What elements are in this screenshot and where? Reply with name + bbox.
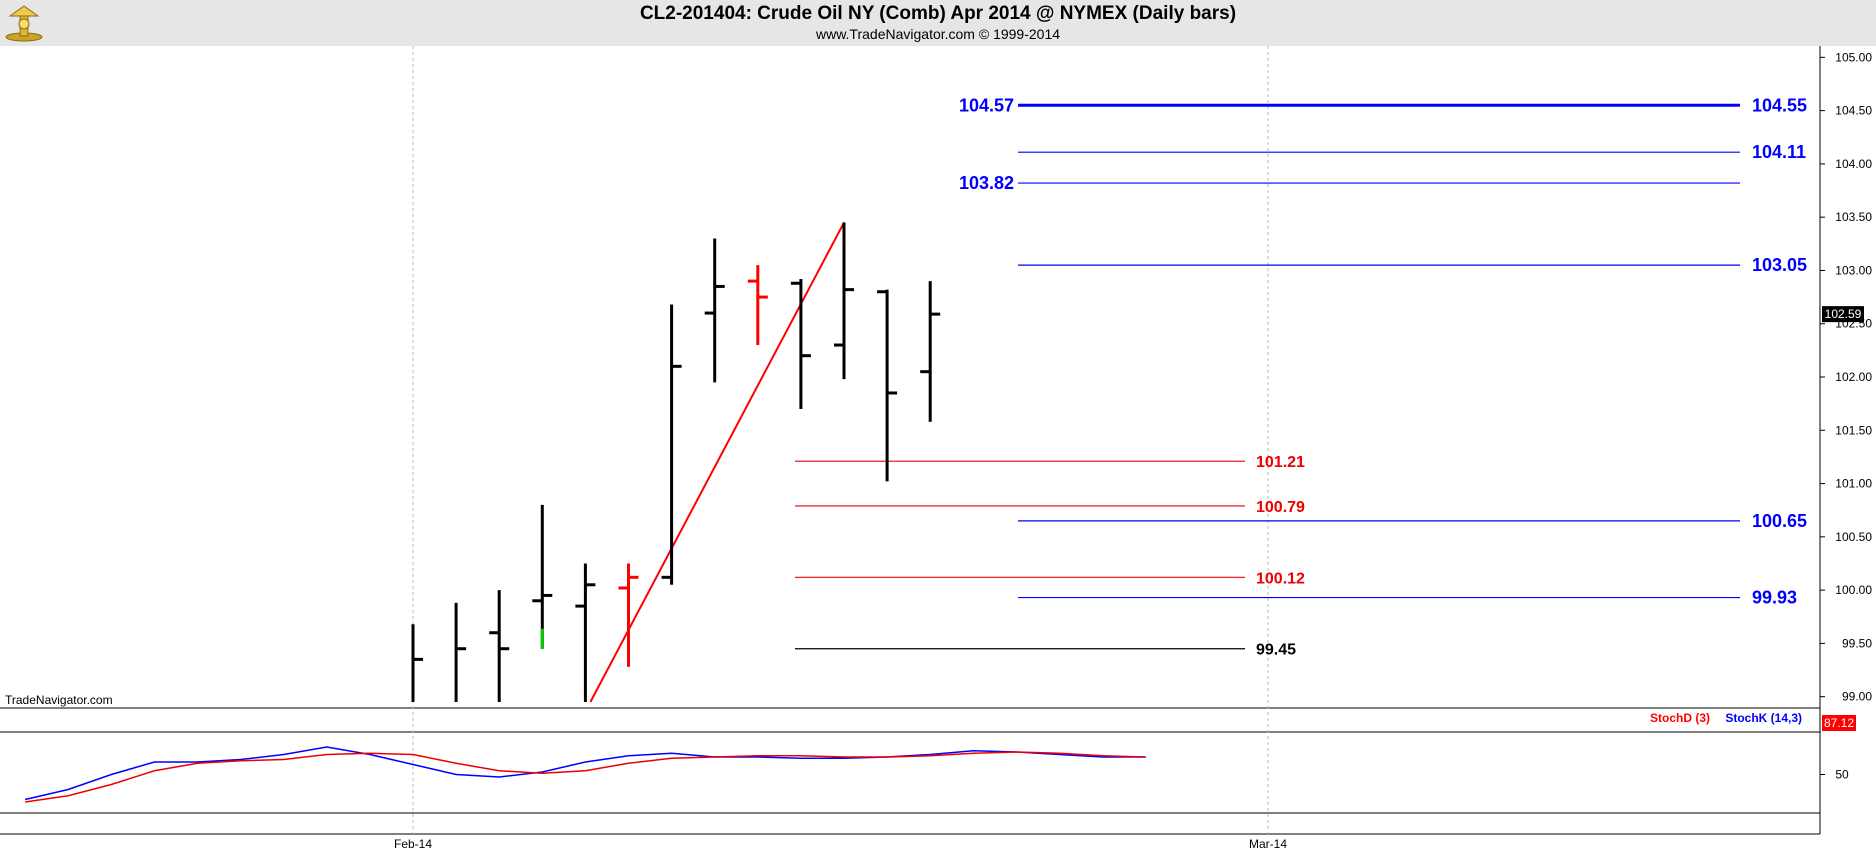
level-left-label: 103.82 (959, 173, 1014, 193)
level-right-label: 99.93 (1752, 588, 1797, 608)
y-tick-label: 105.00 (1835, 50, 1872, 64)
ohlc-bar (662, 305, 682, 585)
y-tick-label: 100.50 (1835, 530, 1872, 544)
level-right-label: 104.55 (1752, 95, 1807, 115)
y-tick-label: 99.00 (1842, 690, 1872, 704)
stoch-legend-d: StochD (3) (1650, 711, 1710, 725)
level-right-label: 100.12 (1256, 570, 1305, 587)
ohlc-bar (489, 590, 509, 702)
y-tick-label: 102.00 (1835, 370, 1872, 384)
y-tick-label: 103.50 (1835, 210, 1872, 224)
y-tick-label: 104.50 (1835, 104, 1872, 118)
ohlc-bar (834, 222, 854, 379)
y-tick-label: 101.50 (1835, 423, 1872, 437)
source-label: TradeNavigator.com (5, 693, 113, 707)
ohlc-bar (456, 603, 466, 702)
stoch-series-line (25, 752, 1146, 802)
ohlc-bar (791, 279, 811, 409)
x-tick-label: Mar-14 (1249, 837, 1287, 851)
ohlc-bar (575, 563, 595, 702)
y-tick-label: 104.00 (1835, 157, 1872, 171)
stoch-last-value-label: 87.12 (1824, 716, 1854, 730)
y-tick-label: 101.00 (1835, 477, 1872, 491)
stoch-legend-k: StochK (14,3) (1725, 711, 1802, 725)
level-right-label: 100.79 (1256, 499, 1305, 516)
ohlc-bar (748, 265, 768, 345)
y-tick-label: 99.50 (1842, 636, 1872, 650)
level-right-label: 101.21 (1256, 454, 1305, 471)
ohlc-bar (920, 281, 940, 422)
y-tick-label: 100.00 (1835, 583, 1872, 597)
level-left-label: 104.57 (959, 95, 1014, 115)
stoch-y-tick-label: 50 (1835, 768, 1849, 782)
ohlc-bar (413, 624, 423, 702)
x-tick-label: Feb-14 (394, 837, 432, 851)
last-price-label: 102.59 (1825, 307, 1862, 321)
ohlc-bar (705, 238, 725, 382)
level-right-label: 104.11 (1752, 142, 1806, 162)
level-right-label: 103.05 (1752, 255, 1807, 275)
ohlc-bar (877, 290, 897, 482)
level-right-label: 99.45 (1256, 642, 1296, 659)
stoch-series-line (25, 747, 1146, 800)
y-tick-label: 103.00 (1835, 263, 1872, 277)
ohlc-bar (532, 505, 552, 649)
level-right-label: 100.65 (1752, 511, 1807, 531)
